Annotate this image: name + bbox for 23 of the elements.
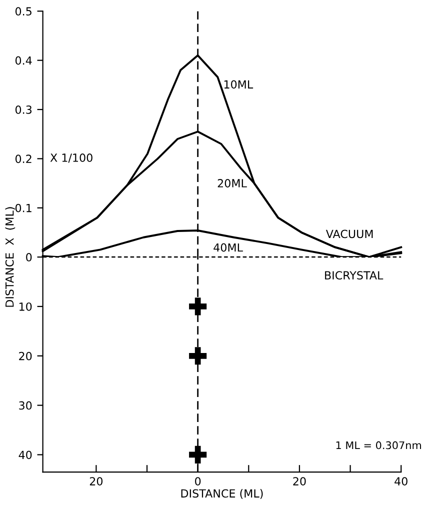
annotation: VACUUM — [326, 230, 373, 238]
y-tick-label: 10 — [19, 302, 32, 311]
x-tick-label: 0 — [195, 477, 201, 486]
x-tick-label: 20 — [293, 477, 306, 486]
y-tick-label: 0.4 — [15, 56, 32, 65]
x-tick-label: 40 — [394, 477, 408, 486]
y-tick-label: 0.1 — [15, 204, 32, 212]
y-tick-label: 0.2 — [15, 154, 32, 164]
ref-line-label: BICRYSTAL — [325, 271, 384, 280]
x-tick-label: 20 — [90, 477, 103, 486]
series-label: 20ML — [218, 179, 247, 188]
y-tick-label: 30 — [19, 401, 32, 410]
y-tick-label: 0.5 — [15, 7, 32, 16]
series-label: 10ML — [224, 80, 254, 89]
x-axis-title: DISTANCE (ML) — [181, 489, 263, 499]
y-tick-label: 20 — [19, 352, 32, 360]
series-label: 40ML — [214, 243, 243, 252]
y-tick-label: 40 — [18, 450, 32, 460]
annotation: X 1/100 — [50, 154, 92, 163]
y-tick-label: 0 — [26, 253, 32, 262]
annotation: 1 ML = 0.307nm — [336, 441, 421, 450]
y-axis-title: DISTANCE X (ML) — [5, 207, 16, 307]
y-tick-label: 0.3 — [15, 105, 32, 114]
